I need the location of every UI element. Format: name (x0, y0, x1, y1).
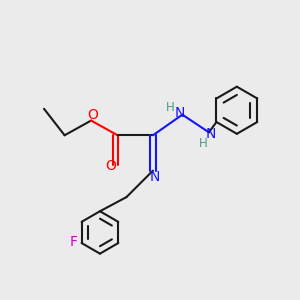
Text: F: F (69, 235, 77, 249)
Text: H: H (166, 101, 175, 114)
Text: H: H (199, 137, 208, 150)
Text: O: O (106, 159, 117, 173)
Text: N: N (206, 127, 216, 141)
Text: N: N (175, 106, 185, 120)
Text: O: O (87, 108, 98, 122)
Text: N: N (149, 170, 160, 184)
